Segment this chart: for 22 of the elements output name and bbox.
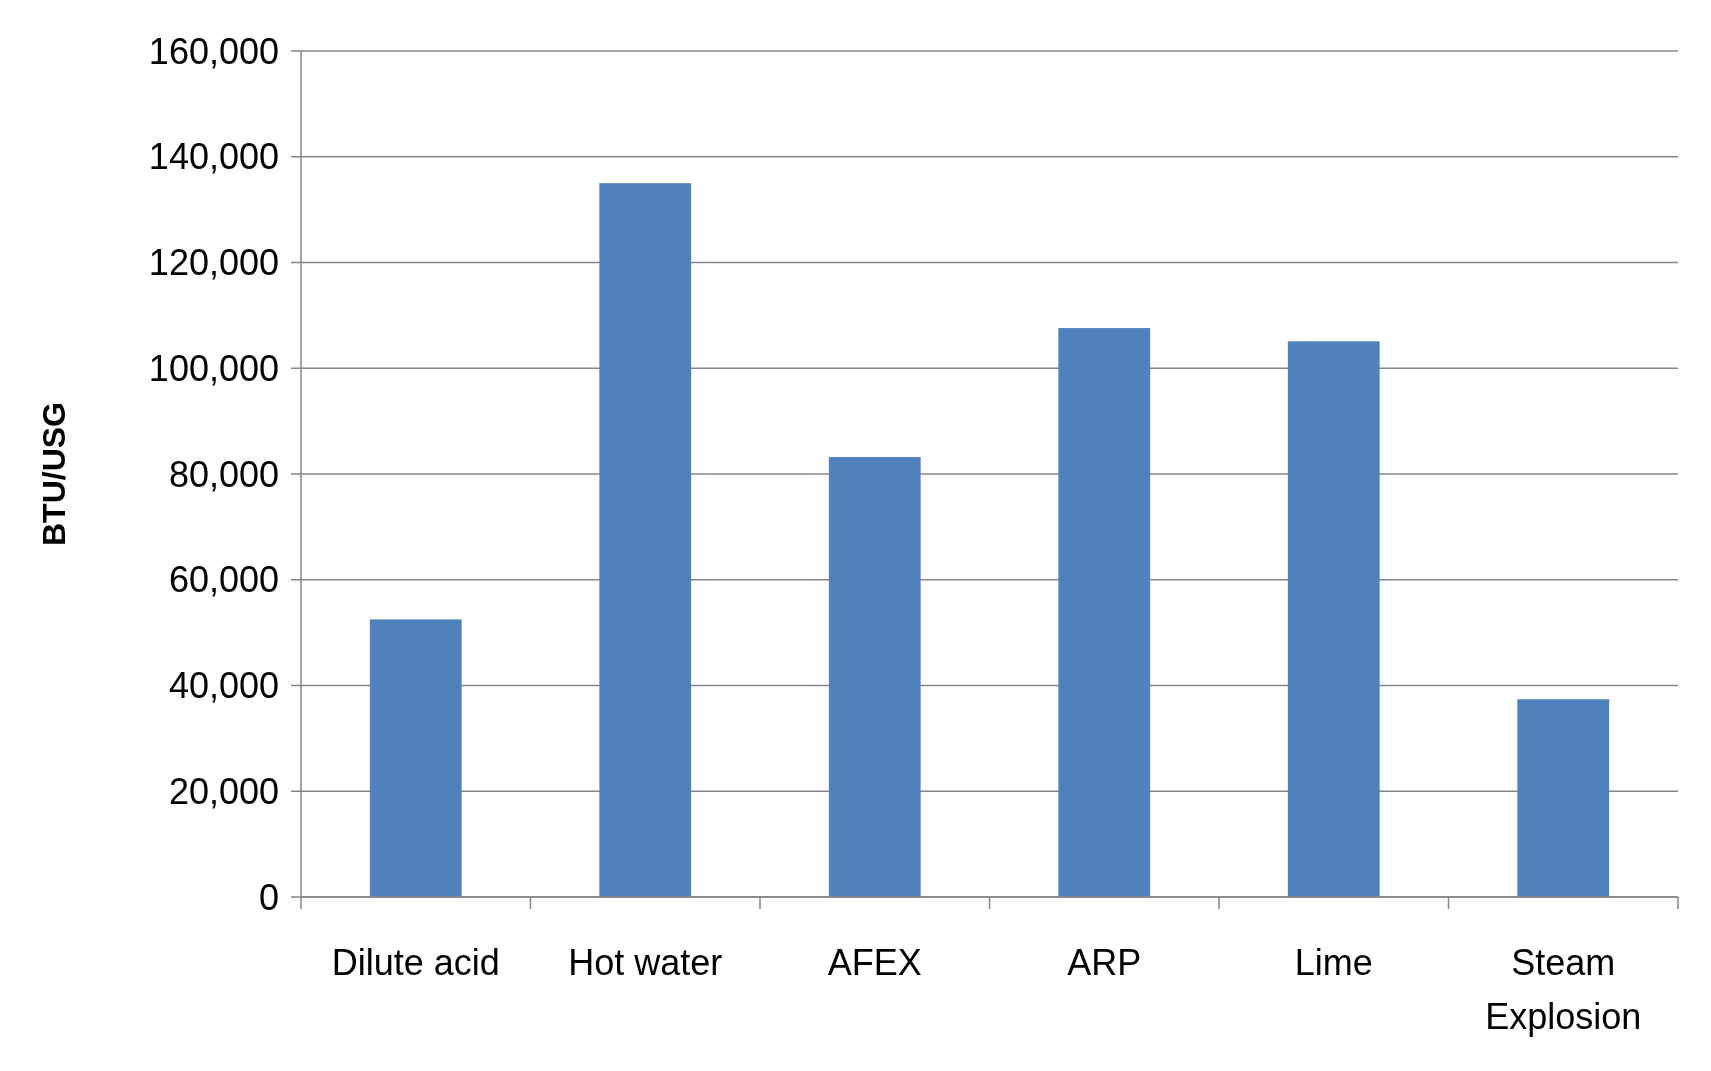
x-tick-label: Lime	[1294, 942, 1373, 983]
y-tick-label: 100,000	[148, 347, 279, 389]
bar	[1287, 341, 1380, 897]
y-tick-label: 140,000	[148, 136, 279, 178]
y-tick-label: 120,000	[148, 242, 279, 284]
bar	[828, 457, 921, 897]
x-tick-label: Dilute acid	[331, 942, 500, 983]
y-tick-label: 40,000	[168, 665, 279, 707]
y-tick-label: 0	[258, 876, 279, 918]
bar	[599, 183, 692, 897]
y-axis-title: BTU/USG	[36, 402, 72, 546]
y-tick-label: 20,000	[168, 770, 279, 812]
bar	[1517, 699, 1610, 897]
y-tick-label: 80,000	[168, 453, 279, 495]
y-tick-label: 60,000	[168, 559, 279, 601]
bar	[369, 619, 462, 897]
y-tick-label: 160,000	[148, 30, 279, 72]
x-tick-label: AFEX	[827, 942, 922, 983]
bar	[1058, 328, 1151, 897]
x-tick-label: ARP	[1067, 942, 1142, 983]
x-tick-label: Steam Explosion	[1485, 942, 1642, 1037]
x-tick-label: Hot water	[568, 942, 723, 983]
